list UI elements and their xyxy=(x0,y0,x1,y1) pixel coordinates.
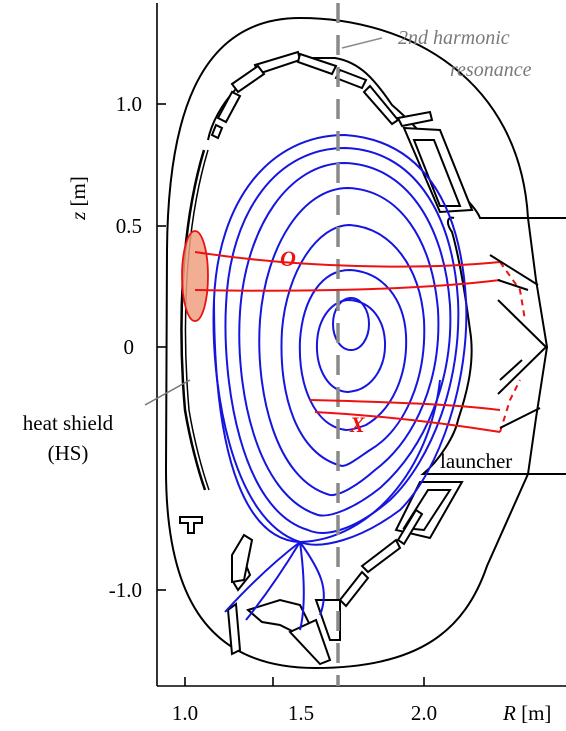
heat-shield-label-line2: (HS) xyxy=(48,441,89,465)
beam-path-lower-dashed xyxy=(499,379,521,433)
x-axis-label-var: R xyxy=(502,701,516,725)
divertor-t-marker xyxy=(179,516,203,534)
launcher-mirror-lower-2 xyxy=(499,359,523,381)
separatrix-upper-left xyxy=(213,299,301,543)
heat-shield-plate-inner xyxy=(184,149,210,491)
y-tick-label-2: 0.5 xyxy=(116,214,142,238)
lower-tile-3 xyxy=(338,570,370,608)
x-tick-label-3: 2.0 xyxy=(411,701,437,725)
resonance-label-line1: 2nd harmonic xyxy=(398,27,510,49)
heat-shield-leader xyxy=(144,379,191,406)
separatrix-leg-left-1 xyxy=(224,541,301,613)
axes-frame xyxy=(156,3,566,687)
beams xyxy=(194,251,526,433)
y-tick-label-4: -1.0 xyxy=(109,578,142,602)
launcher-mirror-lower xyxy=(499,407,541,429)
o-mode-beam-lower xyxy=(194,279,501,292)
launcher-mirror-center xyxy=(497,299,548,395)
upper-tile-8 xyxy=(396,110,434,128)
upper-tile-2 xyxy=(230,64,266,94)
upper-tile-4 xyxy=(210,123,224,140)
launcher-mirror-upper-2 xyxy=(497,279,529,291)
upper-port-block-2 xyxy=(412,139,462,207)
separatrix-leg-right-1 xyxy=(299,541,325,616)
flux-surface-6 xyxy=(315,298,387,393)
upper-tile-5 xyxy=(296,52,338,76)
y-axis-label-var: z xyxy=(66,212,90,221)
resonance-label-line2: resonance xyxy=(450,59,532,81)
lower-tile-2 xyxy=(360,538,402,574)
flux-surface-core xyxy=(332,297,370,351)
y-axis-label: z [m] xyxy=(66,176,90,221)
x-tick-label-1: 1.0 xyxy=(172,701,198,725)
lower-tile-1 xyxy=(396,508,424,546)
divertor-right xyxy=(288,618,332,666)
o-mode-label: O xyxy=(280,246,296,271)
y-tick-label-3: 0 xyxy=(124,335,135,359)
divertor-left-2 xyxy=(231,533,254,584)
heat-shield xyxy=(180,149,210,491)
divertor-left-baffle xyxy=(226,602,242,656)
separatrix-leg-right-2 xyxy=(299,541,305,631)
x-axis-label-unit: [m] xyxy=(516,701,552,725)
launcher-mirrors xyxy=(489,254,548,429)
x-tick-label-2: 1.5 xyxy=(288,701,314,725)
upper-tile-6 xyxy=(334,68,368,90)
vacuum-vessel-outline xyxy=(164,16,566,670)
x-mode-label: X xyxy=(349,412,366,437)
separatrix-outer-right xyxy=(299,379,441,543)
beam-path-upper-dashed xyxy=(499,261,526,321)
flux-surface-4 xyxy=(280,223,426,467)
heat-shield-label-line1: heat shield xyxy=(23,411,114,435)
launcher-mirror-upper xyxy=(489,254,539,286)
upper-structures xyxy=(210,50,474,214)
upper-tile-7 xyxy=(362,84,400,126)
y-tick-label-1: 1.0 xyxy=(116,92,142,116)
upper-tile-3 xyxy=(216,90,242,124)
flux-surface-1 xyxy=(224,146,460,534)
heat-shield-plate-outer xyxy=(180,149,207,491)
hs-heat-spot xyxy=(181,230,209,322)
flux-surfaces xyxy=(212,133,468,631)
o-mode-beam-upper xyxy=(194,251,501,268)
flux-surface-2 xyxy=(238,161,452,517)
resonance-leader xyxy=(341,37,383,49)
launcher-label: launcher xyxy=(440,449,512,473)
x-axis-label: R [m] xyxy=(502,701,551,725)
x-mode-beam-upper xyxy=(309,399,501,411)
flux-surface-3 xyxy=(258,186,440,497)
flux-surface-5 xyxy=(298,268,408,431)
separatrix-leg-left-2 xyxy=(245,541,301,621)
x-mode-beam-lower xyxy=(314,411,501,433)
y-axis-label-unit: [m] xyxy=(66,176,90,212)
lower-structures xyxy=(179,481,464,666)
